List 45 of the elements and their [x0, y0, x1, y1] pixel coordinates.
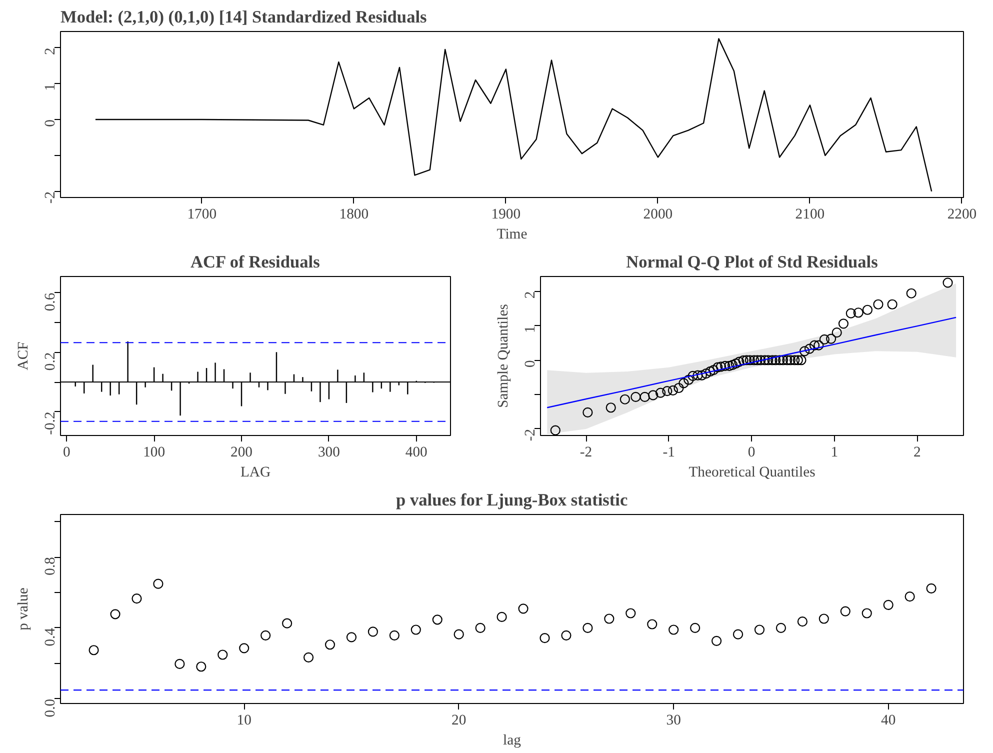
x-tick-label: -2 [580, 444, 592, 460]
y-tick-label: 0.4 [42, 627, 58, 646]
chart-title: Model: (2,1,0) (0,1,0) [14] Standardized Residuals [60, 8, 428, 26]
x-tick-label: 40 [881, 712, 896, 728]
x-tick-label: -1 [662, 444, 675, 460]
x-tick-label: 400 [405, 444, 428, 460]
y-axis-title: ACF [16, 342, 32, 370]
chart-title: Normal Q-Q Plot of Std Residuals [626, 252, 878, 272]
y-tick-label: 0.0 [42, 698, 58, 718]
y-tick-label: 2 [522, 291, 538, 299]
y-tick-label: -0.2 [42, 412, 58, 435]
y-tick-label: 2 [42, 48, 58, 55]
y-tick-label: 1 [42, 84, 58, 91]
chart-title: ACF of Residuals [190, 252, 320, 272]
x-tick-label: 10 [236, 712, 252, 728]
x-tick-label: 1 [830, 444, 838, 460]
x-tick-label: 0 [748, 444, 756, 460]
x-tick-label: 2 [913, 444, 921, 460]
x-axis-title: lag [503, 732, 522, 748]
x-tick-label: 100 [143, 444, 166, 460]
x-axis-title: Time [496, 226, 528, 242]
y-tick-label: 0.6 [42, 292, 58, 312]
x-axis-title: Theoretical Quantiles [688, 464, 816, 480]
y-axis-title: p value [16, 588, 32, 630]
y-tick-label: 0.2 [42, 352, 58, 371]
x-tick-label: 200 [230, 444, 252, 460]
y-axis-title: Sample Quantiles [496, 304, 512, 408]
x-tick-label: 1800 [339, 206, 369, 222]
y-tick-label: -2 [42, 191, 58, 204]
x-tick-label: 300 [318, 444, 340, 460]
y-tick-label: -2 [522, 428, 538, 442]
x-tick-label: 20 [452, 712, 466, 728]
x-axis-title: LAG [240, 464, 271, 480]
x-tick-label: 30 [666, 712, 681, 728]
x-tick-label: 1700 [187, 206, 217, 222]
x-tick-label: 2000 [643, 206, 673, 222]
y-tick-label: 0 [522, 360, 538, 368]
chart-title: p values for Ljung-Box statistic [396, 490, 628, 510]
x-tick-label: 2200 [947, 206, 977, 222]
x-tick-label: 2100 [795, 206, 825, 222]
y-tick-label: 0 [42, 120, 58, 127]
y-tick-label: 1 [522, 326, 538, 334]
x-tick-label: 1900 [491, 206, 521, 222]
y-tick-label: 0.8 [42, 557, 58, 576]
x-tick-label: 0 [62, 444, 70, 460]
